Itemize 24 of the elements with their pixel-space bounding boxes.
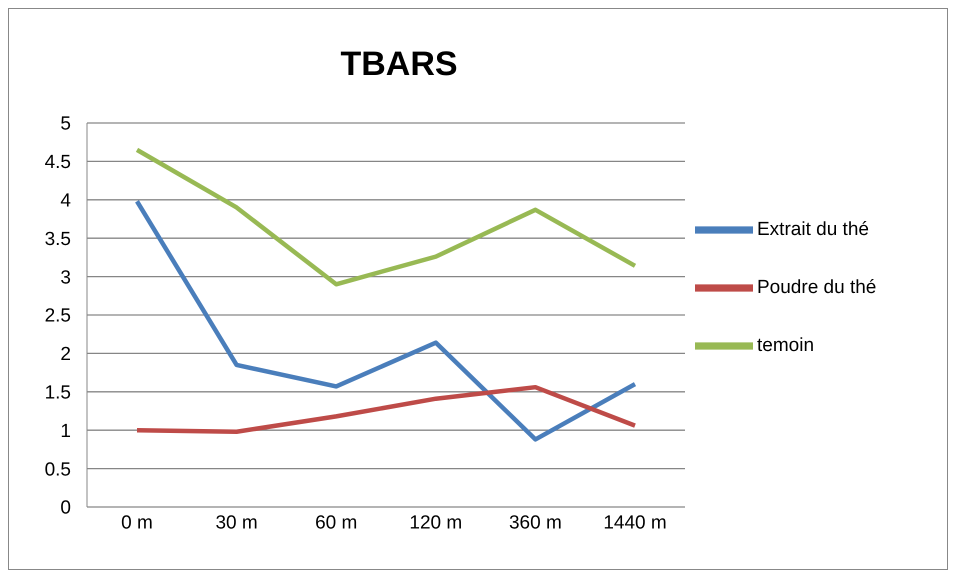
y-tick-label: 0 bbox=[60, 498, 71, 519]
legend-label: Extrait du thé bbox=[757, 219, 869, 240]
x-tick-label: 120 m bbox=[409, 512, 462, 534]
x-tick-label: 30 m bbox=[215, 512, 258, 534]
legend-label: temoin bbox=[757, 335, 814, 356]
legend-label: Poudre du thé bbox=[757, 277, 876, 298]
line-series bbox=[134, 148, 638, 287]
y-tick-label: 1.5 bbox=[44, 382, 71, 404]
y-tick-label: 4.5 bbox=[44, 152, 71, 174]
line-series bbox=[134, 384, 638, 434]
x-tick-label: 60 m bbox=[315, 512, 358, 534]
y-tick-label: 0.5 bbox=[44, 459, 71, 480]
y-tick-label: 1 bbox=[60, 420, 71, 442]
y-tick-label: 3.5 bbox=[44, 228, 71, 250]
y-tick-label: 5 bbox=[60, 114, 71, 135]
x-tick-label: 360 m bbox=[508, 512, 562, 534]
x-tick-label: 0 m bbox=[121, 512, 153, 534]
chart-title: TBARS bbox=[339, 45, 459, 84]
y-tick-label: 4 bbox=[60, 190, 72, 212]
line-series bbox=[134, 199, 638, 442]
y-tick-label: 2 bbox=[60, 344, 71, 366]
x-tick-label: 1440 m bbox=[603, 512, 667, 534]
y-tick-label: 3 bbox=[60, 267, 71, 288]
y-tick-label: 2.5 bbox=[44, 306, 71, 327]
